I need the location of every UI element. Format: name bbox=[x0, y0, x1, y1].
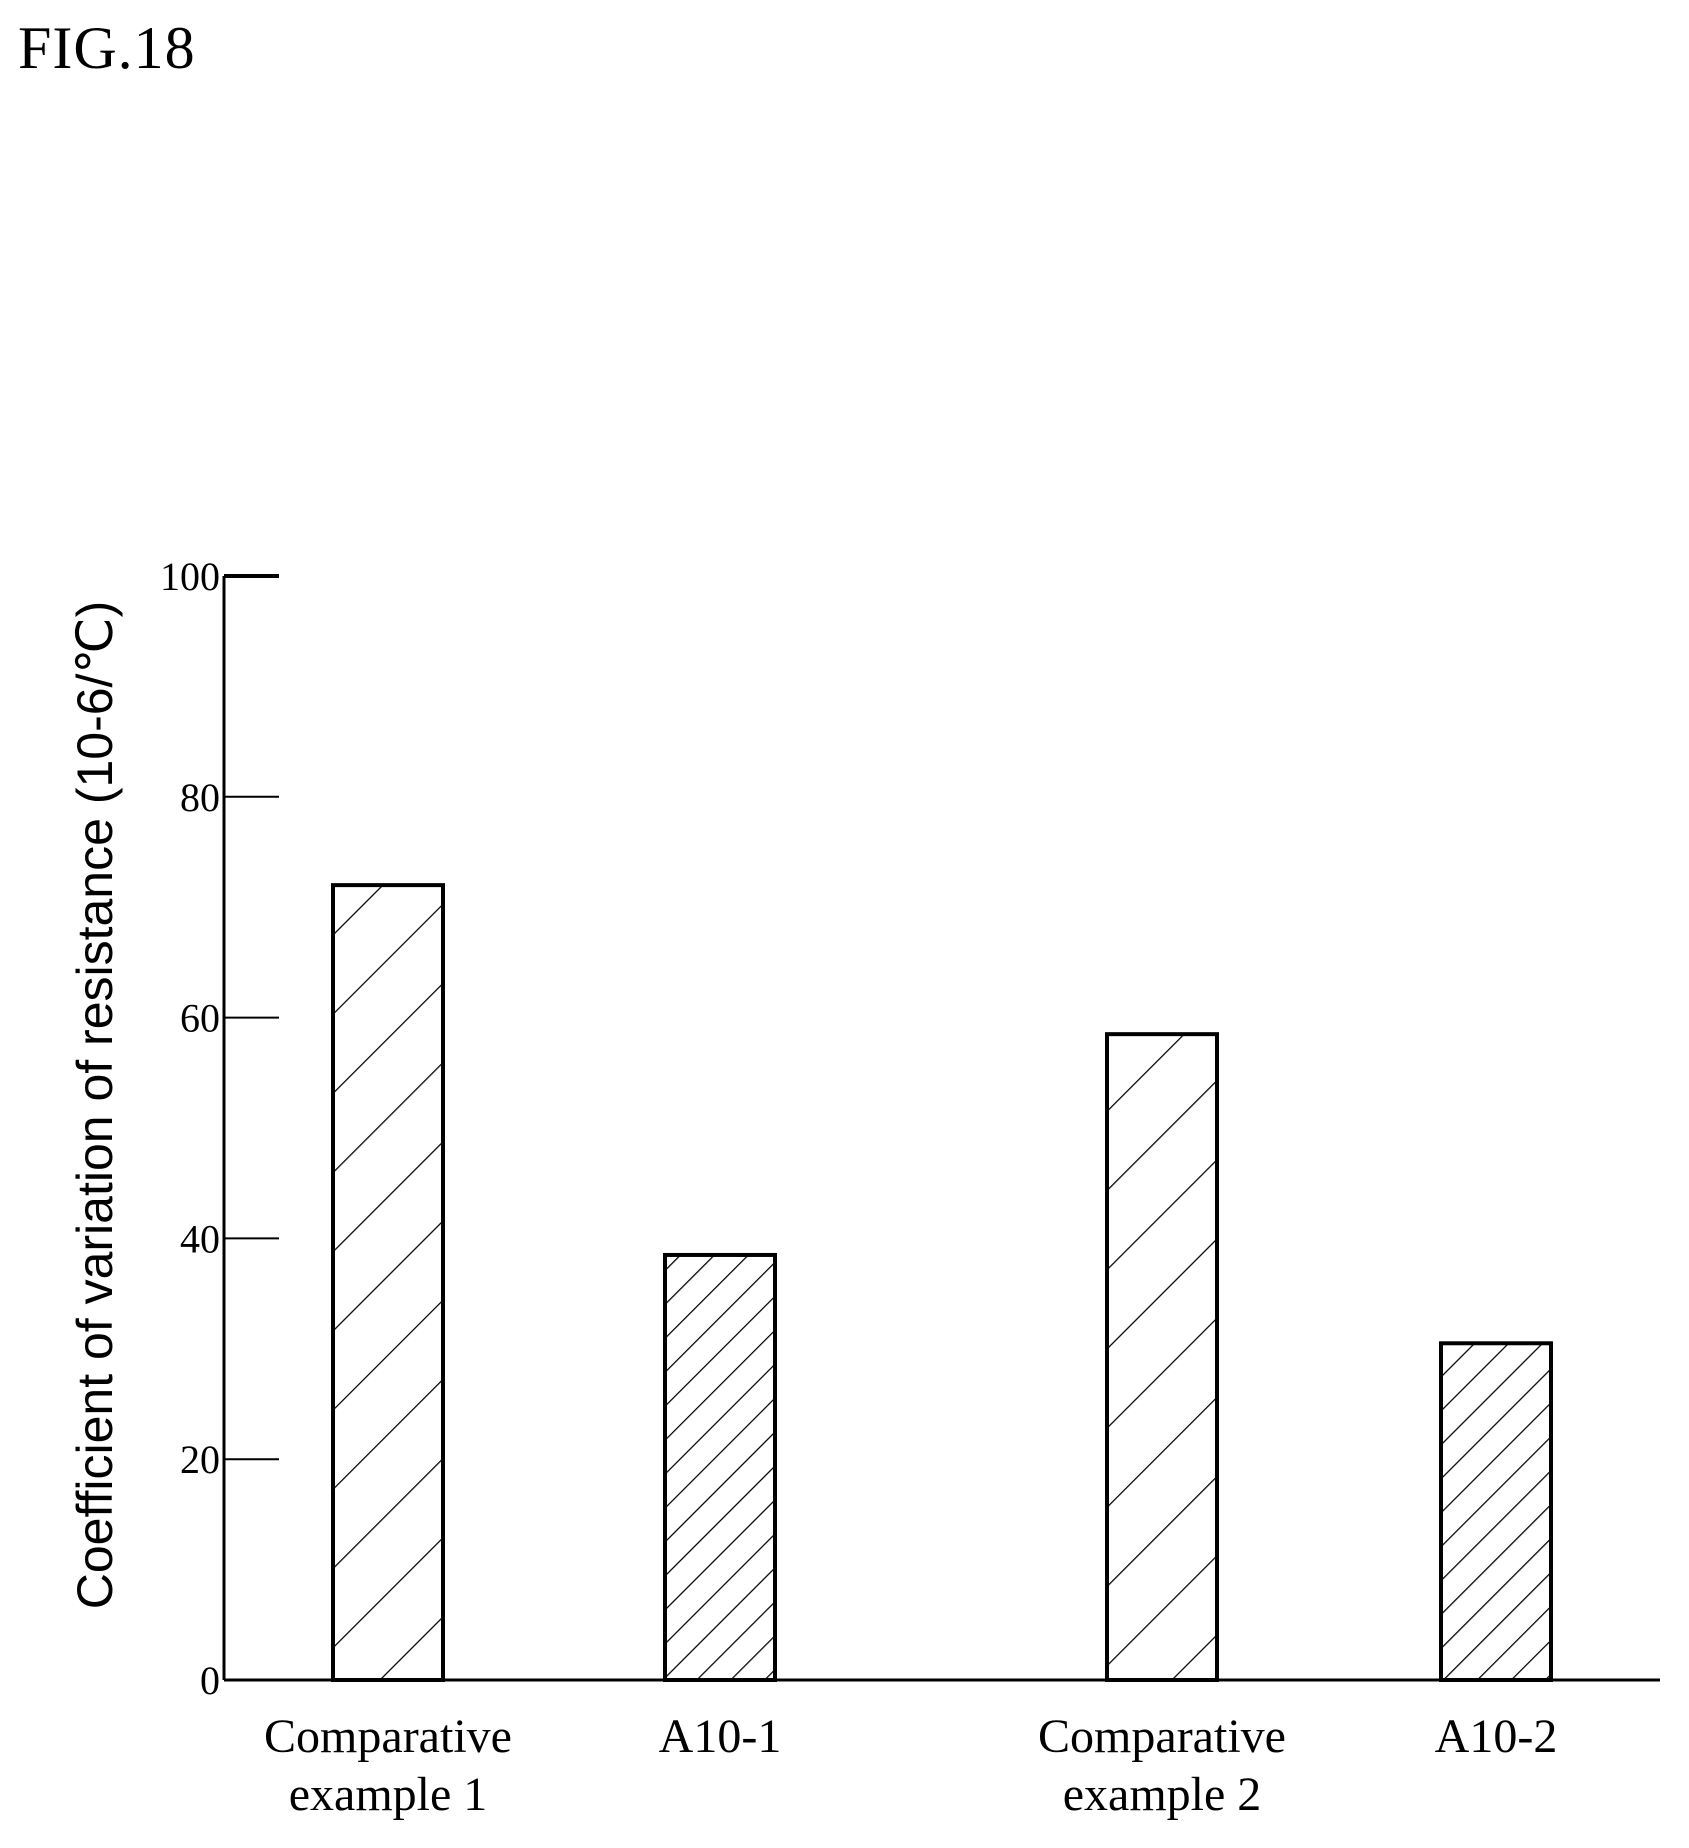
x-tick-label: Comparative bbox=[1038, 1710, 1286, 1763]
y-tick-label: 80 bbox=[180, 775, 220, 820]
y-tick-label: 60 bbox=[180, 996, 220, 1041]
x-tick-label: A10-2 bbox=[1435, 1710, 1558, 1763]
bar bbox=[663, 1252, 777, 1682]
y-tick-label: 40 bbox=[180, 1216, 220, 1261]
x-tick-label: example 2 bbox=[1063, 1768, 1262, 1821]
y-tick-label: 100 bbox=[160, 554, 220, 599]
bars bbox=[331, 883, 1553, 1683]
y-tick-label: 0 bbox=[200, 1658, 220, 1703]
x-tick-label: Comparative bbox=[264, 1710, 512, 1763]
figure-label: FIG.18 bbox=[18, 15, 196, 81]
bar bbox=[1105, 1032, 1219, 1683]
y-axis-title: Coefficient of variation of resistance (… bbox=[67, 601, 123, 1609]
y-axis-ticks: 0 20 40 60 80 100 bbox=[160, 554, 279, 1703]
x-tick-label: example 1 bbox=[289, 1768, 488, 1821]
bar bbox=[331, 883, 445, 1682]
x-tick-label: A10-1 bbox=[659, 1710, 782, 1763]
y-tick-label: 20 bbox=[180, 1437, 220, 1482]
axes bbox=[222, 576, 1660, 1682]
bar bbox=[1439, 1341, 1553, 1683]
